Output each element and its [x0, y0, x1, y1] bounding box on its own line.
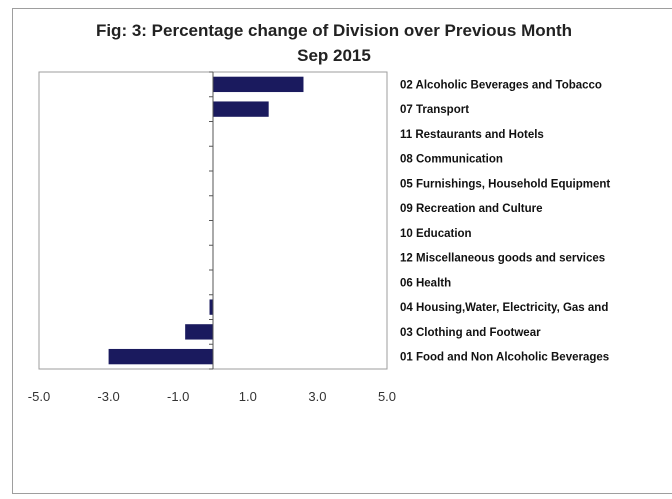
x-tick-label: -5.0 [28, 389, 50, 404]
bar [213, 101, 269, 117]
x-tick-label: 1.0 [239, 389, 257, 404]
category-label: 05 Furnishings, Household Equipment [400, 178, 610, 190]
bar [209, 299, 213, 315]
category-label: 01 Food and Non Alcoholic Beverages [400, 352, 609, 364]
category-label: 10 Education [400, 228, 472, 240]
category-label: 09 Recreation and Culture [400, 203, 543, 215]
bar [213, 76, 304, 93]
category-label: 03 Clothing and Footwear [400, 327, 541, 339]
category-label: 04 Housing,Water, Electricity, Gas and [400, 302, 608, 314]
category-label: 02 Alcoholic Beverages and Tobacco [400, 79, 602, 91]
category-label: 08 Communication [400, 154, 503, 166]
x-tick-label: -3.0 [97, 389, 119, 404]
x-tick-label: 5.0 [378, 389, 396, 404]
bar [185, 324, 213, 340]
category-label: 12 Miscellaneous goods and services [400, 253, 605, 265]
category-label: 07 Transport [400, 104, 469, 116]
chart-subtitle: Sep 2015 [297, 46, 371, 65]
x-tick-label: -1.0 [167, 389, 189, 404]
x-tick-label: 3.0 [308, 389, 326, 404]
chart-title: Fig: 3: Percentage change of Division ov… [96, 21, 572, 40]
bar [108, 348, 213, 365]
category-label: 11 Restaurants and Hotels [400, 129, 544, 141]
category-label: 06 Health [400, 277, 451, 289]
